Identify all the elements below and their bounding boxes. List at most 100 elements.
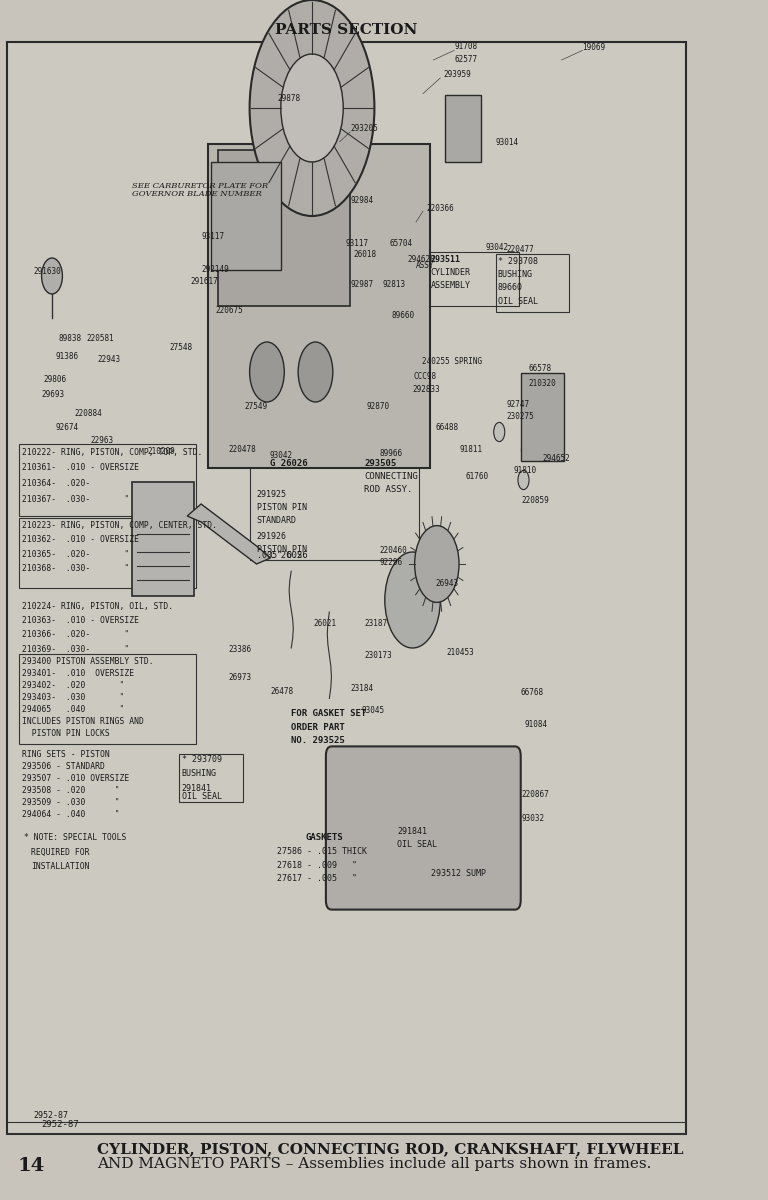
- Text: 293507 - .010 OVERSIZE: 293507 - .010 OVERSIZE: [22, 774, 130, 784]
- Text: BUSHING: BUSHING: [182, 769, 217, 779]
- Text: 291926: 291926: [257, 532, 286, 541]
- Text: 27617 - .005   ": 27617 - .005 ": [277, 874, 357, 883]
- Text: RING SETS - PISTON: RING SETS - PISTON: [22, 750, 110, 760]
- Text: 240255 SPRING: 240255 SPRING: [422, 356, 482, 366]
- Text: PISTON PIN: PISTON PIN: [257, 503, 306, 512]
- Text: CYLINDER: CYLINDER: [431, 268, 471, 277]
- Text: ROD ASSY.: ROD ASSY.: [364, 485, 412, 494]
- Text: 93117: 93117: [346, 239, 369, 248]
- Text: 66578: 66578: [528, 364, 551, 373]
- Text: * NOTE: SPECIAL TOOLS: * NOTE: SPECIAL TOOLS: [25, 833, 127, 842]
- Text: 89660: 89660: [498, 283, 523, 293]
- Text: OIL SEAL: OIL SEAL: [397, 840, 437, 850]
- Text: 210367-  .030-       ": 210367- .030- ": [22, 494, 130, 504]
- FancyBboxPatch shape: [132, 482, 194, 596]
- Text: 22943: 22943: [97, 355, 121, 365]
- Text: C 26026: C 26026: [270, 551, 308, 560]
- Text: 27586 - .015 THICK: 27586 - .015 THICK: [277, 847, 367, 857]
- Bar: [429, 860, 495, 884]
- Text: 91811: 91811: [459, 445, 482, 455]
- Text: 14: 14: [18, 1157, 45, 1176]
- Bar: [19, 518, 197, 588]
- Text: 220366: 220366: [426, 204, 454, 214]
- Text: 294064 - .040      ": 294064 - .040 ": [22, 810, 120, 820]
- Text: 291925: 291925: [257, 490, 286, 499]
- Text: 93042: 93042: [485, 242, 508, 252]
- Text: ORDER PART: ORDER PART: [291, 722, 345, 732]
- Text: 66768: 66768: [520, 688, 543, 697]
- Text: 91386: 91386: [55, 352, 78, 361]
- Text: FOR GASKET SET: FOR GASKET SET: [291, 709, 366, 719]
- Text: 93042: 93042: [269, 451, 292, 461]
- Circle shape: [494, 422, 505, 442]
- Text: 62577: 62577: [454, 55, 477, 65]
- Text: 91708: 91708: [454, 42, 477, 52]
- Text: 210365-  .020-       ": 210365- .020- ": [22, 550, 130, 559]
- Text: 210320: 210320: [528, 379, 556, 389]
- Text: 23386: 23386: [229, 644, 252, 654]
- Text: 93117: 93117: [201, 232, 224, 241]
- Text: PISTON PIN LOCKS: PISTON PIN LOCKS: [22, 728, 110, 738]
- Text: 230173: 230173: [364, 650, 392, 660]
- FancyBboxPatch shape: [211, 162, 281, 270]
- Text: * 293709: * 293709: [182, 755, 222, 764]
- Text: 89660: 89660: [392, 311, 415, 320]
- Text: 210209: 210209: [147, 446, 175, 456]
- Text: AND MAGNETO PARTS – Assemblies include all parts shown in frames.: AND MAGNETO PARTS – Assemblies include a…: [97, 1157, 651, 1171]
- Text: BUSHING: BUSHING: [498, 270, 533, 280]
- Text: 29693: 29693: [41, 390, 65, 400]
- Circle shape: [298, 342, 333, 402]
- Text: OIL SEAL: OIL SEAL: [498, 296, 538, 306]
- Text: 293401-  .010  OVERSIZE: 293401- .010 OVERSIZE: [22, 668, 134, 678]
- Text: 220477: 220477: [506, 245, 534, 254]
- Bar: [250, 455, 419, 560]
- Text: 220867: 220867: [521, 790, 549, 799]
- Text: SEE CARBURETOR PLATE FOR: SEE CARBURETOR PLATE FOR: [132, 182, 268, 190]
- Text: 220460: 220460: [379, 546, 407, 556]
- Circle shape: [549, 386, 560, 406]
- Text: 210362-  .010 - OVERSIZE: 210362- .010 - OVERSIZE: [22, 535, 139, 545]
- Text: 210223- RING, PISTON, COMP, CENTER, STD.: 210223- RING, PISTON, COMP, CENTER, STD.: [22, 521, 217, 530]
- Text: 294652: 294652: [542, 454, 570, 463]
- Text: 220675: 220675: [215, 306, 243, 316]
- Text: 26021: 26021: [313, 619, 336, 629]
- Bar: [496, 254, 568, 312]
- Text: 210361-  .010 - OVERSIZE: 210361- .010 - OVERSIZE: [22, 463, 139, 473]
- Text: 292833: 292833: [412, 385, 440, 395]
- Text: 26478: 26478: [270, 686, 293, 696]
- Text: 210366-  .020-       ": 210366- .020- ": [22, 630, 130, 640]
- Circle shape: [281, 54, 343, 162]
- Text: GASKETS: GASKETS: [305, 833, 343, 842]
- FancyBboxPatch shape: [521, 373, 564, 461]
- Text: 210363-  .010 - OVERSIZE: 210363- .010 - OVERSIZE: [22, 616, 139, 625]
- Text: 293205: 293205: [350, 124, 378, 133]
- FancyBboxPatch shape: [7, 42, 687, 1134]
- Text: 23187: 23187: [364, 619, 387, 629]
- Text: ASSY: ASSY: [416, 260, 435, 270]
- Text: 91084: 91084: [525, 720, 548, 730]
- Text: 210368-  .030-       ": 210368- .030- ": [22, 564, 130, 574]
- Circle shape: [521, 440, 532, 460]
- Text: 23184: 23184: [350, 684, 373, 694]
- Text: 26943: 26943: [435, 578, 458, 588]
- Circle shape: [41, 258, 62, 294]
- Text: INCLUDES PISTON RINGS AND: INCLUDES PISTON RINGS AND: [22, 716, 144, 726]
- Text: G 26026: G 26026: [270, 458, 308, 468]
- Circle shape: [415, 526, 459, 602]
- Text: 230275: 230275: [506, 412, 534, 421]
- FancyBboxPatch shape: [208, 144, 430, 468]
- Circle shape: [250, 0, 375, 216]
- Text: 292149: 292149: [201, 265, 229, 275]
- Text: 220884: 220884: [75, 409, 103, 419]
- Text: 291841: 291841: [397, 827, 427, 836]
- Text: OIL SEAL: OIL SEAL: [182, 792, 222, 802]
- Text: 92674: 92674: [55, 422, 78, 432]
- Text: 66488: 66488: [435, 422, 458, 432]
- Text: 61760: 61760: [466, 472, 489, 481]
- Text: 93014: 93014: [496, 138, 519, 148]
- Text: 293512 SUMP: 293512 SUMP: [431, 869, 485, 878]
- Text: STANDARD: STANDARD: [257, 516, 296, 526]
- Text: 91810: 91810: [513, 466, 536, 475]
- Text: 93045: 93045: [362, 706, 385, 715]
- Text: 210369-  .030-       ": 210369- .030- ": [22, 644, 130, 654]
